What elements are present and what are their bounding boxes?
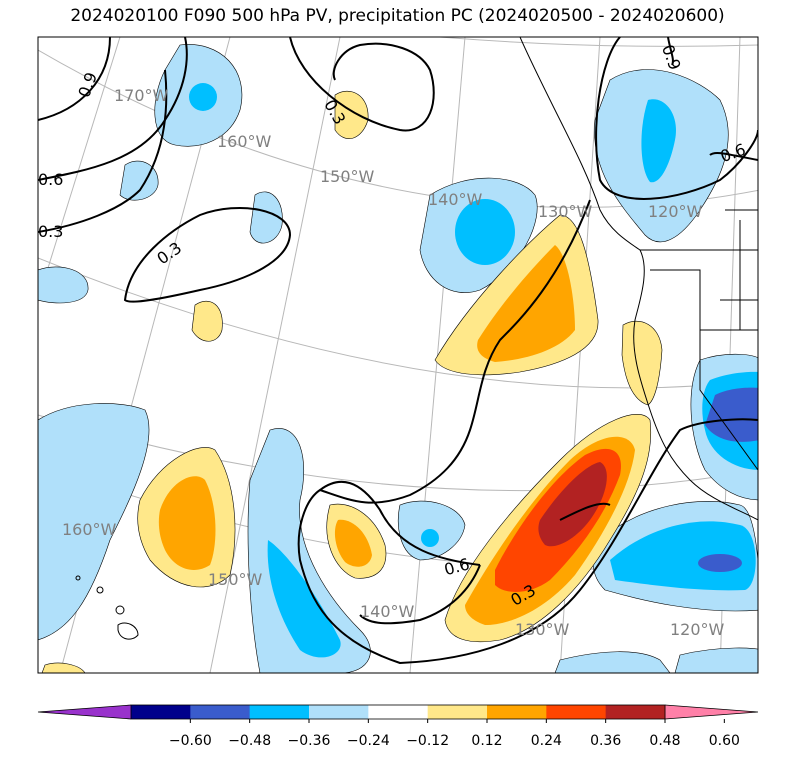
colorbar-segment — [131, 705, 191, 719]
pv-contours — [38, 37, 758, 665]
neg-core — [267, 540, 341, 658]
colorbar-segment — [309, 705, 369, 719]
neg-core — [189, 83, 217, 111]
colorbar-tick-label: 0.36 — [590, 733, 621, 749]
colorbar-tick-label: −0.36 — [288, 733, 331, 749]
colorbar-tick-label: 0.60 — [709, 733, 740, 749]
pos-region — [191, 300, 223, 342]
map-area — [38, 37, 758, 673]
pos-region — [621, 320, 663, 406]
neg-region — [38, 403, 150, 641]
colorbar-extend-high — [665, 705, 758, 719]
neg-core — [641, 99, 676, 183]
contour-label: 0.6 — [38, 170, 63, 189]
colorbar-segment — [190, 705, 251, 719]
lon-label: 160°W — [62, 520, 117, 539]
map-title: 2024020100 F090 500 hPa PV, precipitatio… — [70, 6, 725, 26]
neg-region — [247, 428, 371, 673]
pos-core — [334, 519, 372, 567]
lon-label: 130°W — [515, 620, 570, 639]
colorbar-ticks: −0.60 −0.48 −0.36 −0.24 −0.12 0.12 0.24 0.36 0.4… — [169, 719, 740, 749]
neg-region — [674, 647, 758, 673]
pos-core — [158, 476, 216, 570]
lon-label: 170°W — [114, 86, 169, 105]
lon-label: 160°W — [217, 132, 272, 151]
neg-core — [455, 199, 515, 265]
colorbar-tick-label: −0.24 — [347, 733, 390, 749]
neg-core — [698, 554, 742, 572]
colorbar-extend-low — [38, 705, 131, 719]
neg-core — [610, 521, 756, 591]
neg-region — [249, 191, 283, 244]
colorbar-tick-label: −0.48 — [228, 733, 271, 749]
neg-core — [705, 387, 758, 442]
lon-label: 120°W — [670, 620, 725, 639]
colorbar-segment — [487, 705, 547, 719]
colorbar-segment — [605, 705, 666, 719]
lon-label: 150°W — [208, 570, 263, 589]
pos-region — [41, 662, 86, 673]
colorbar-tick-label: 0.48 — [649, 733, 680, 749]
positive-anomalies — [41, 90, 663, 673]
colorbar-segment — [368, 705, 429, 719]
lon-label: 140°W — [428, 190, 483, 209]
colorbar-segments — [38, 705, 758, 719]
colorbar-segment — [427, 705, 488, 719]
colorbar-tick-label: −0.60 — [169, 733, 212, 749]
colorbar-segment — [546, 705, 607, 719]
neg-core — [421, 529, 439, 547]
pos-core — [477, 245, 575, 362]
coastlines — [519, 37, 758, 521]
islands — [75, 575, 139, 640]
colorbar: −0.60 −0.48 −0.36 −0.24 −0.12 0.12 0.24 0.36 0.4… — [37, 704, 759, 749]
longitude-labels: 170°W 160°W 150°W 140°W 130°W 120°W 160°… — [62, 86, 725, 639]
colorbar-tick-label: −0.12 — [406, 733, 449, 749]
map-frame — [37, 36, 759, 674]
colorbar-frame — [130, 704, 666, 720]
neg-region — [119, 160, 159, 201]
neg-region — [554, 651, 671, 673]
lon-label: 130°W — [538, 202, 593, 221]
lon-label: 140°W — [360, 602, 415, 621]
lon-label: 120°W — [648, 202, 703, 221]
colorbar-segment — [249, 705, 310, 719]
contour-label: 0.3 — [38, 222, 63, 241]
negative-anomalies — [38, 44, 758, 673]
pos-core — [538, 462, 607, 547]
neg-region — [38, 266, 89, 304]
colorbar-tick-label: 0.12 — [471, 733, 502, 749]
lon-label: 150°W — [320, 167, 375, 186]
colorbar-tick-label: 0.24 — [531, 733, 562, 749]
